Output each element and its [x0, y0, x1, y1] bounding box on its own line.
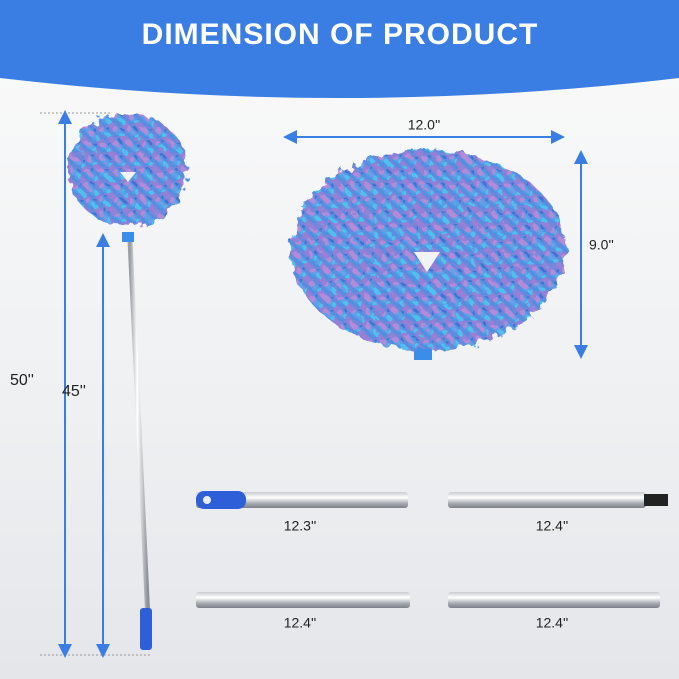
pole-section [196, 592, 410, 608]
extended-length: 50'' [10, 372, 34, 389]
section-length: 12.4'' [536, 615, 569, 631]
pole-length: 45'' [62, 383, 86, 400]
head-width: 12.0'' [408, 117, 441, 133]
section-length: 12.3'' [284, 518, 317, 534]
head-height: 9.0'' [589, 237, 614, 253]
pole-section [448, 592, 660, 608]
title: DIMENSION OF PRODUCT [142, 18, 539, 51]
section-length: 12.4'' [536, 518, 569, 534]
header-band [0, 0, 679, 98]
pole-section [448, 492, 668, 508]
pole-section [196, 491, 408, 509]
mop-head [290, 150, 566, 360]
mop-full [68, 114, 188, 650]
section-length: 12.4'' [284, 615, 317, 631]
